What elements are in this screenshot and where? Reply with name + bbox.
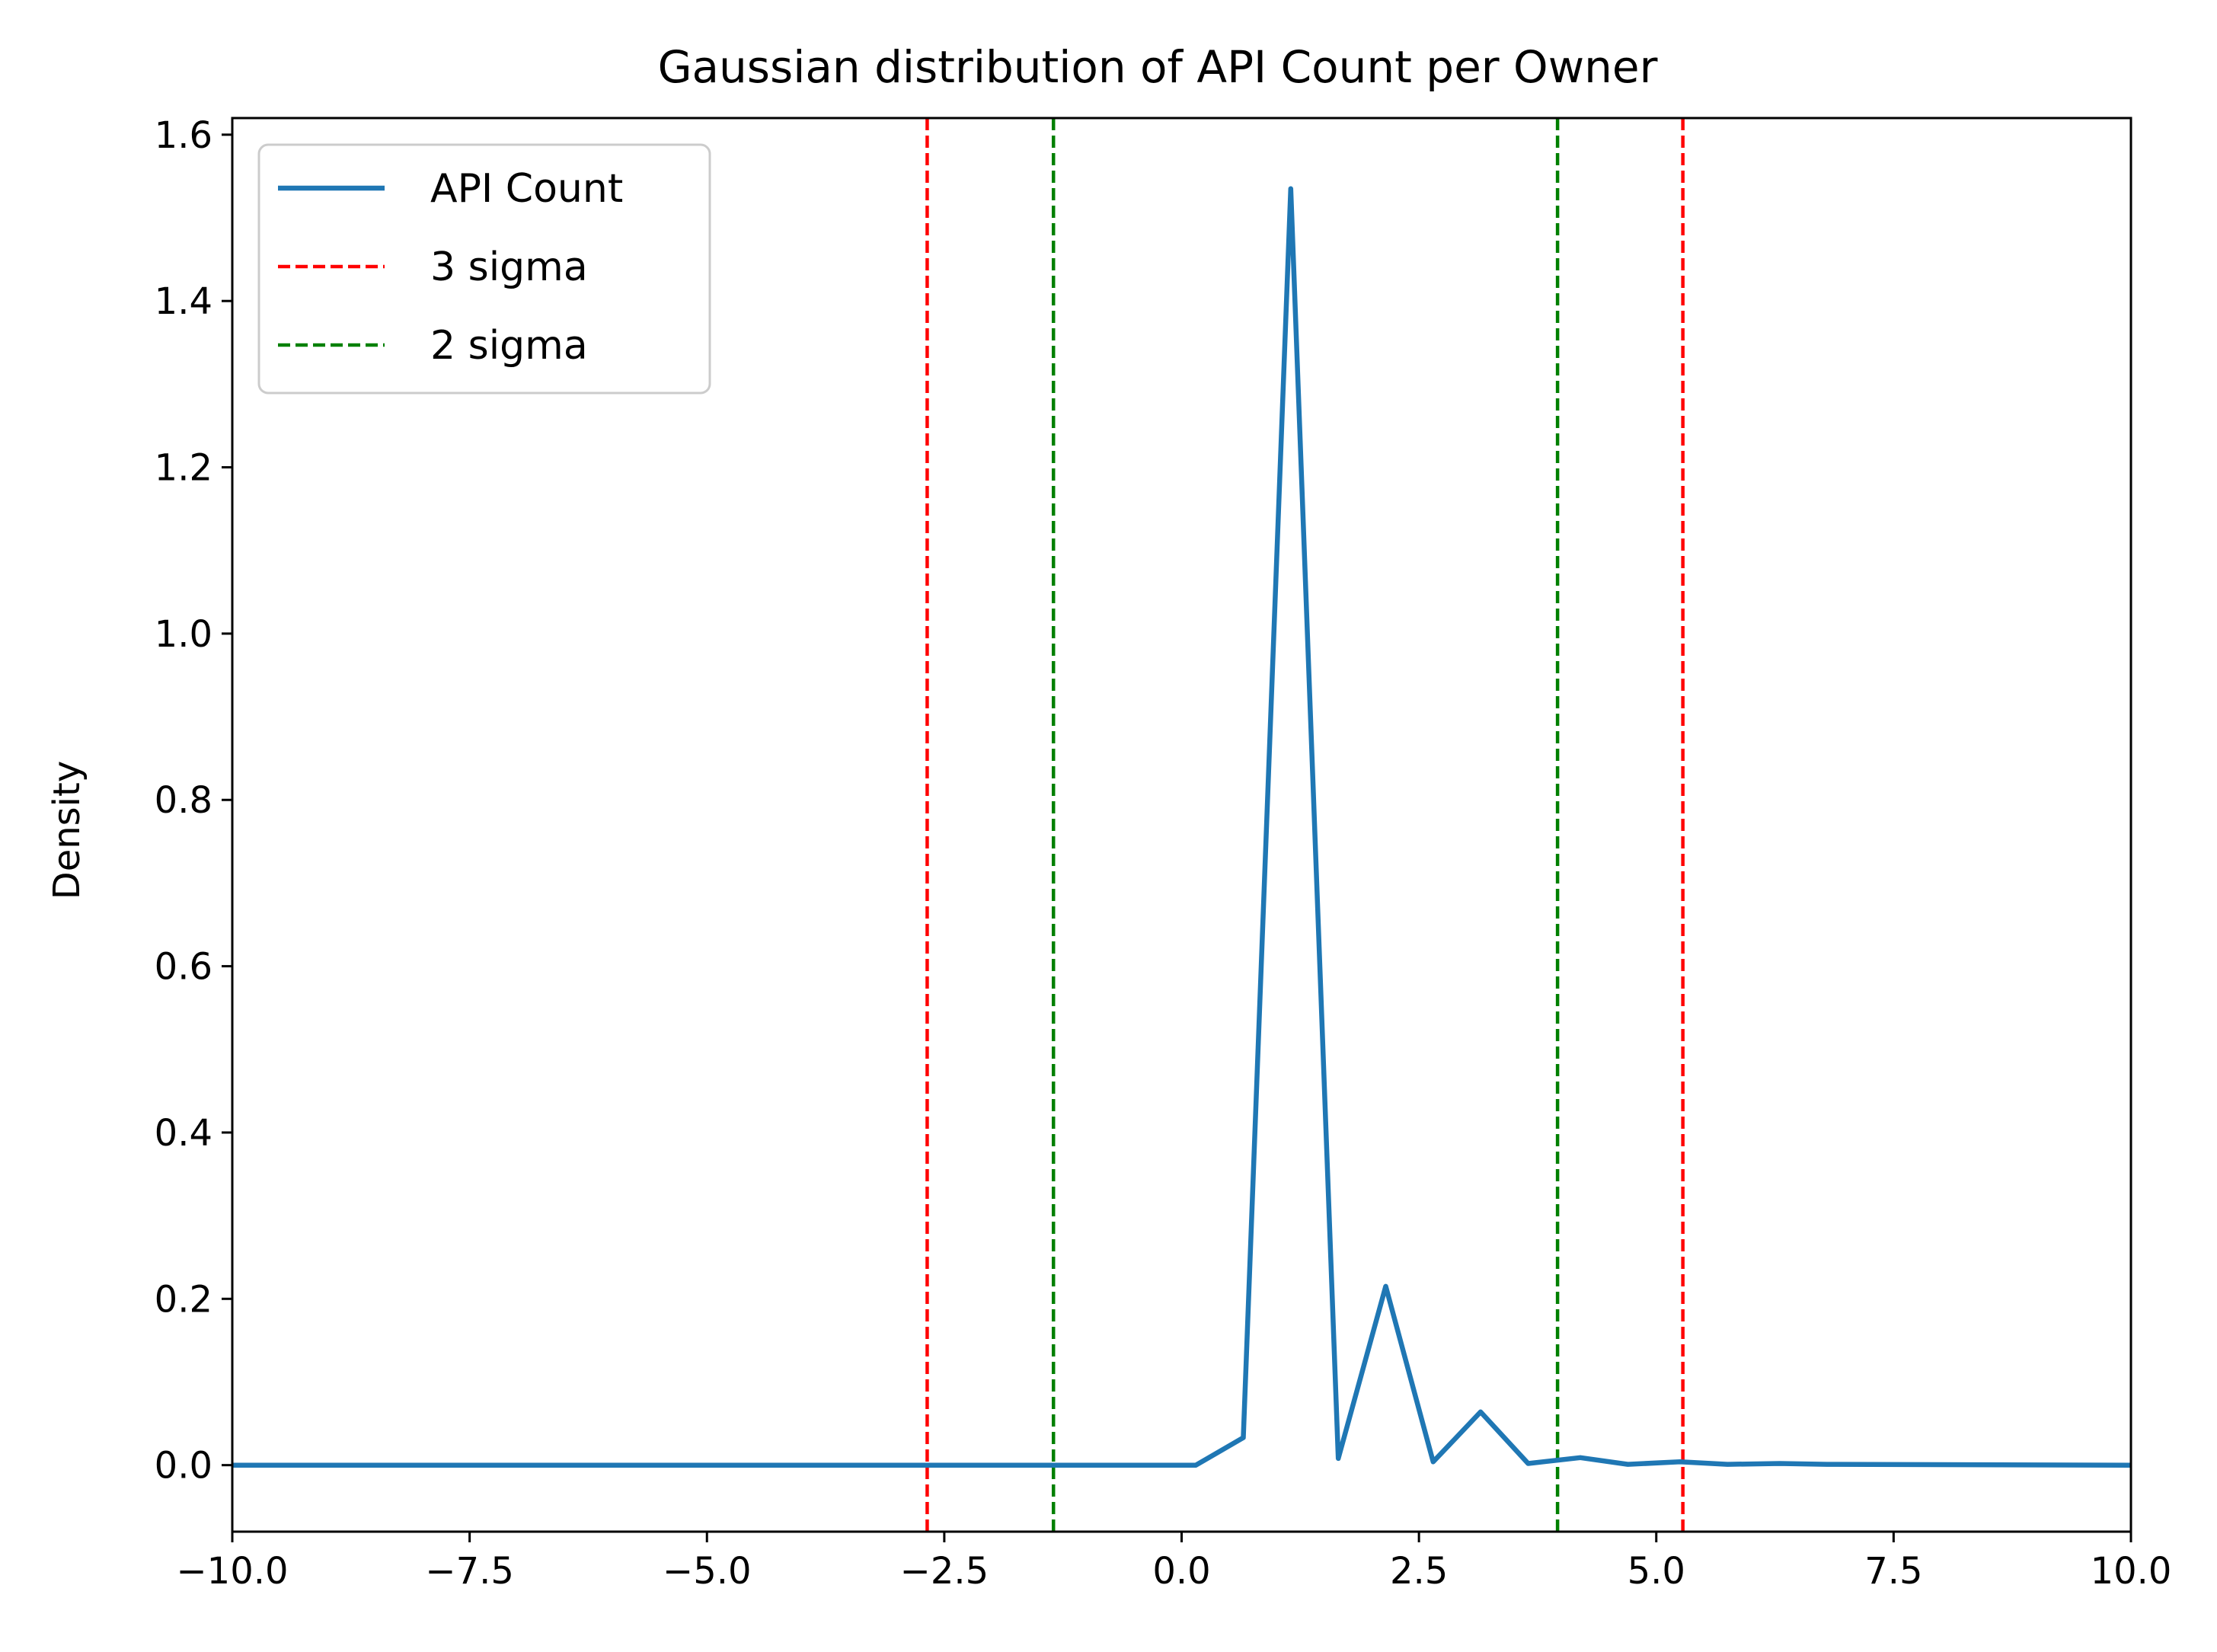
legend-entry-label: API Count [430, 166, 623, 212]
legend-entry-label: 3 sigma [430, 244, 588, 290]
plot-area [232, 118, 2131, 1532]
legend-box [257, 143, 711, 395]
legend-entry-label: 2 sigma [430, 323, 588, 369]
x-tick-label: 0.0 [1152, 1550, 1210, 1593]
legend: API Count 3 sigma 2 sigma [257, 143, 711, 395]
x-tick-label: 5.0 [1628, 1550, 1685, 1593]
y-axis-label: Density [46, 761, 88, 899]
y-axis: 0.0 0.2 0.4 0.6 0.8 1.0 1.2 1.4 1.6 [155, 114, 232, 1487]
x-tick-label: 10.0 [2091, 1550, 2172, 1593]
y-tick-label: 1.4 [155, 280, 212, 323]
x-tick-label: −10.0 [176, 1550, 288, 1593]
y-tick-label: 1.0 [155, 613, 212, 656]
x-tick-label: −7.5 [425, 1550, 514, 1593]
y-tick-label: 1.2 [155, 447, 212, 490]
y-tick-label: 0.2 [155, 1278, 212, 1321]
chart-title: Gaussian distribution of API Count per O… [658, 41, 1658, 93]
plot-frame [231, 117, 2132, 1533]
x-axis: −10.0 −7.5 −5.0 −2.5 0.0 2.5 5.0 7.5 10.0 [176, 1532, 2171, 1593]
series-line-api-count [232, 186, 2131, 1468]
y-tick-label: 0.0 [155, 1445, 212, 1487]
y-tick-label: 0.6 [155, 946, 212, 989]
y-tick-label: 0.4 [155, 1112, 212, 1155]
y-tick-label: 0.8 [155, 779, 212, 822]
x-tick-label: 2.5 [1390, 1550, 1448, 1593]
x-tick-label: 7.5 [1864, 1550, 1922, 1593]
x-tick-label: −2.5 [900, 1550, 989, 1593]
x-tick-label: −5.0 [663, 1550, 752, 1593]
y-tick-label: 1.6 [155, 114, 212, 157]
